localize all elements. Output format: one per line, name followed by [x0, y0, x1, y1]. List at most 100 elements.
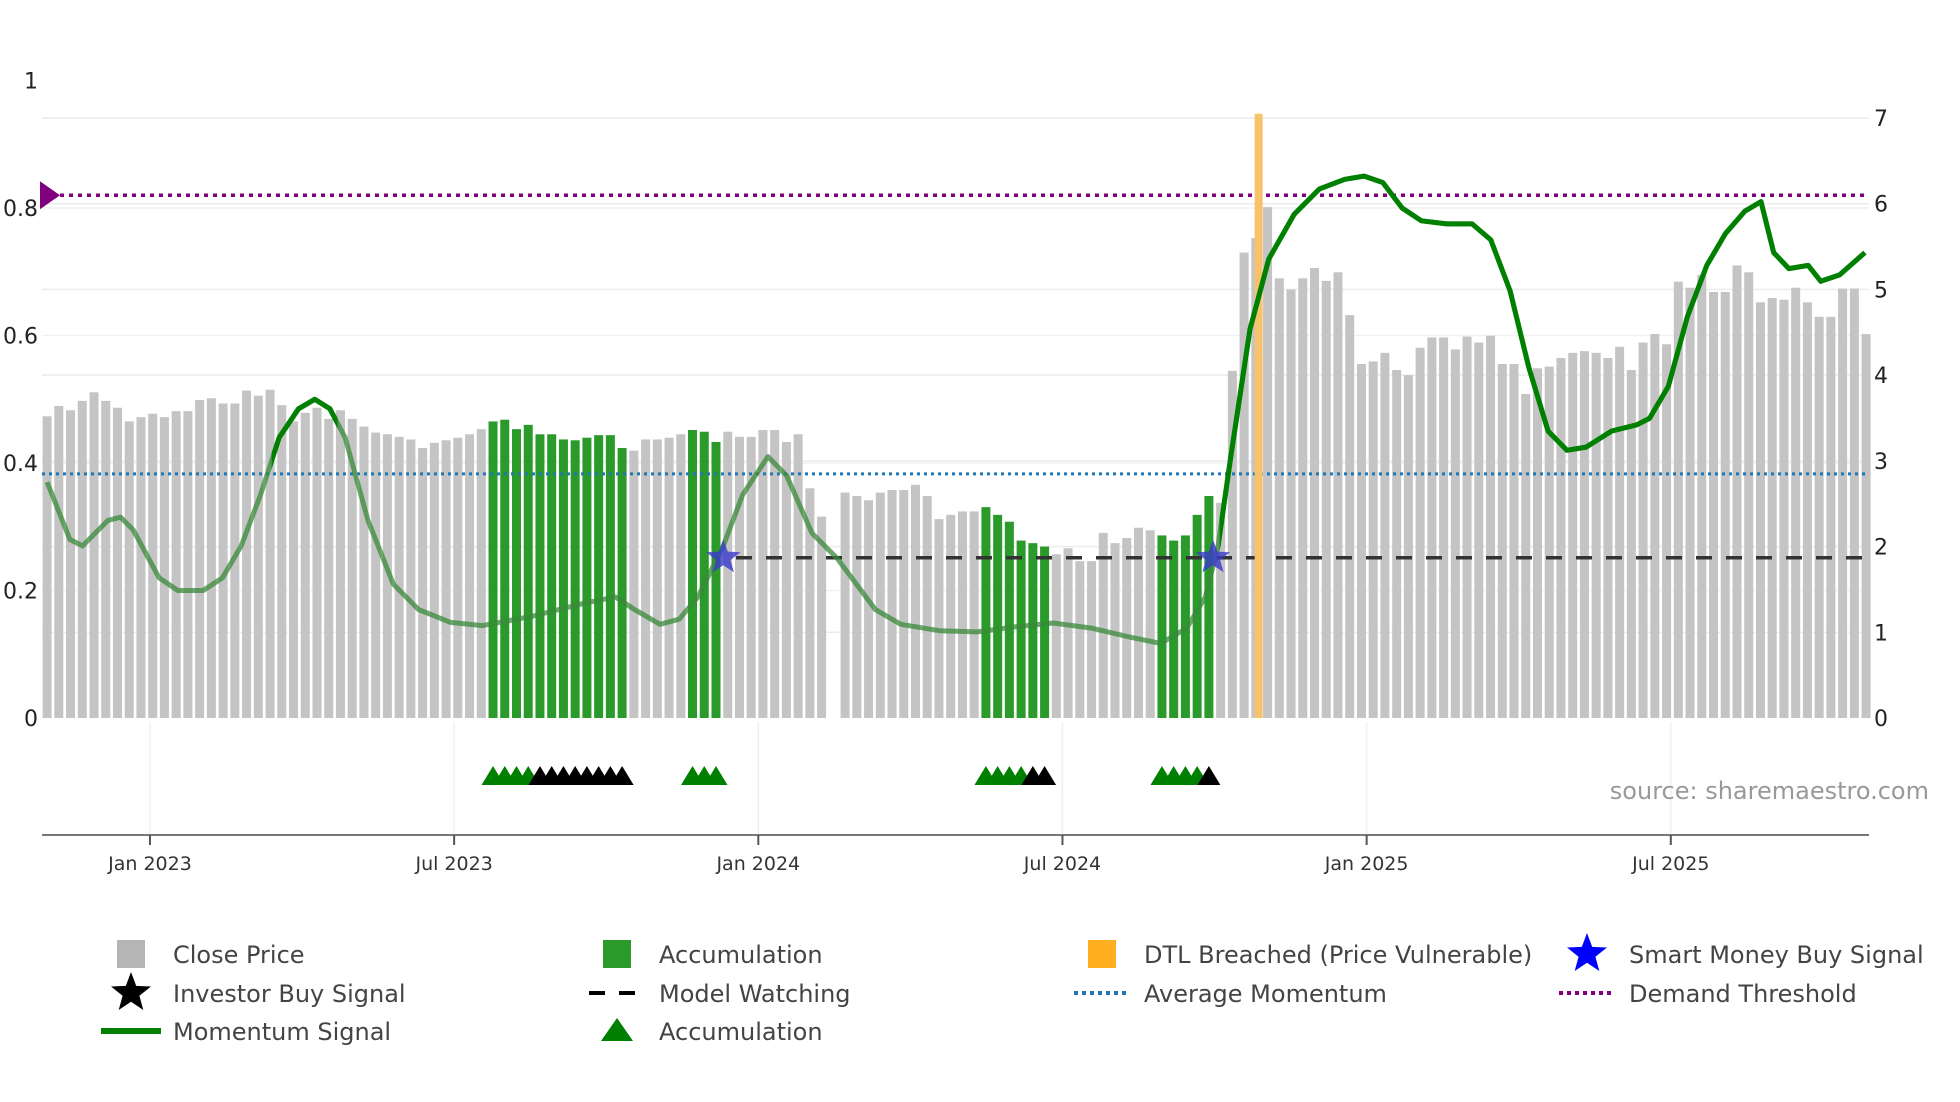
triangle-icon [601, 1018, 633, 1041]
close-price-bar [746, 436, 756, 718]
close-price-bar [781, 442, 791, 718]
close-price-bar [183, 411, 193, 718]
close-price-bar [793, 434, 803, 718]
legend-label: Momentum Signal [173, 1018, 391, 1046]
close-price-bar [629, 450, 639, 718]
investor-buy-triangle [610, 766, 634, 785]
close-price-bar [1274, 278, 1284, 718]
close-price-bar [1051, 554, 1061, 718]
close-price-bar [1075, 561, 1085, 718]
close-price-bar [1063, 548, 1073, 718]
legend-label: Investor Buy Signal [173, 980, 406, 1008]
close-price-bar [805, 488, 815, 718]
close-price-bar [1673, 281, 1683, 718]
accumulation-bar [1004, 521, 1014, 718]
close-price-bar [324, 418, 334, 718]
blue-star-icon [1567, 933, 1607, 971]
close-price-bar [42, 416, 52, 718]
close-price-bar [1439, 337, 1449, 718]
legend-item-green-triangle: Accumulation [601, 1018, 823, 1046]
close-price-bar [1826, 316, 1836, 718]
close-price-bar [1486, 335, 1496, 718]
signal-markers [481, 539, 1231, 785]
close-price-bar [1814, 316, 1824, 718]
close-price-bar [1591, 352, 1601, 718]
right-axis-tick: 3 [1874, 450, 1888, 475]
left-axis-tick: 0.4 [3, 452, 38, 477]
legend-item-purple-dot: Demand Threshold [1559, 980, 1857, 1008]
close-price-bar [335, 410, 345, 718]
close-price-bar [136, 417, 146, 718]
accumulation-bar [1040, 546, 1050, 718]
x-axis-tick-label: Jan 2023 [107, 853, 192, 875]
investor-buy-triangle [1033, 766, 1057, 785]
close-price-bar [1861, 334, 1871, 718]
close-price-bar [171, 411, 181, 718]
accumulation-bar [1204, 496, 1214, 718]
right-axis-tick: 6 [1874, 193, 1888, 218]
accumulation-bar [711, 442, 721, 718]
close-price-bar [1767, 298, 1777, 718]
smart-money-buy-star [1195, 539, 1231, 573]
momentum-line-strong [1219, 173, 1867, 551]
close-price-bar [1333, 272, 1343, 718]
close-price-bar [1321, 280, 1331, 718]
close-price-bar [347, 418, 357, 718]
close-price-bar [1838, 288, 1848, 718]
close-price-bar [1286, 289, 1296, 718]
momentum-series [44, 173, 1867, 646]
x-axis-tick-label: Jan 2024 [715, 853, 800, 875]
close-price-bar [394, 436, 404, 718]
close-price-bar [371, 432, 381, 718]
close-price-bar [1239, 252, 1249, 719]
close-price-bar [77, 400, 87, 718]
accumulation-bar [523, 424, 533, 718]
close-price-bar [66, 410, 76, 718]
accumulation-bar [1016, 540, 1026, 718]
left-axis-tick: 0.2 [3, 580, 38, 605]
legend-label: Close Price [173, 941, 305, 969]
axes: 0 0.2 0.4 0.6 0.8 1 0 1 2 3 4 5 6 7 Jan 2023 Jul 2023 Ja… [3, 70, 1888, 876]
legend-label: DTL Breached (Price Vulnerable) [1144, 941, 1532, 969]
close-price-bar [1744, 272, 1754, 718]
close-price-bars [42, 207, 1871, 719]
close-price-bar [1532, 368, 1542, 718]
legend-item-green-line: Momentum Signal [101, 1018, 391, 1046]
green-square-icon [603, 940, 631, 968]
close-price-bar [1791, 287, 1801, 718]
close-price-bar [124, 421, 134, 718]
left-axis-tick: 0 [24, 707, 38, 732]
legend-label: Accumulation [659, 1018, 823, 1046]
close-price-bar [1380, 352, 1390, 718]
close-price-bar [1474, 342, 1484, 718]
x-axis-tick-label: Jul 2025 [1631, 853, 1709, 875]
accumulation-bar [605, 435, 615, 718]
accumulation-bar [488, 421, 498, 718]
close-price-bar [1615, 346, 1625, 718]
close-price-bar [1415, 347, 1425, 718]
investor-buy-triangle [1197, 766, 1221, 785]
close-price-bar [382, 434, 392, 718]
close-price-bar [1392, 370, 1402, 718]
black-star-icon [111, 972, 151, 1010]
close-price-bar [277, 405, 287, 718]
accumulation-bar [688, 430, 698, 718]
close-price-bar [899, 490, 909, 718]
close-price-bar [1697, 274, 1707, 718]
accumulation-bar [981, 507, 991, 718]
left-axis-tick: 0.6 [3, 325, 38, 350]
close-price-bar [289, 421, 299, 718]
close-price-bar [1462, 336, 1472, 718]
legend-item-black-star: Investor Buy Signal [111, 972, 406, 1010]
close-price-bar [1556, 358, 1566, 718]
legend-item-orange-square: DTL Breached (Price Vulnerable) [1088, 940, 1532, 969]
close-price-bar [840, 492, 850, 718]
accumulation-bar [511, 429, 521, 718]
close-price-bar [101, 400, 111, 718]
accumulation-bar [993, 514, 1003, 718]
dtl-breached-bar [1254, 113, 1263, 718]
close-price-bar [1544, 366, 1554, 718]
close-price-bar [453, 437, 463, 718]
close-price-bar [1145, 530, 1155, 718]
close-price-bar [195, 400, 205, 718]
